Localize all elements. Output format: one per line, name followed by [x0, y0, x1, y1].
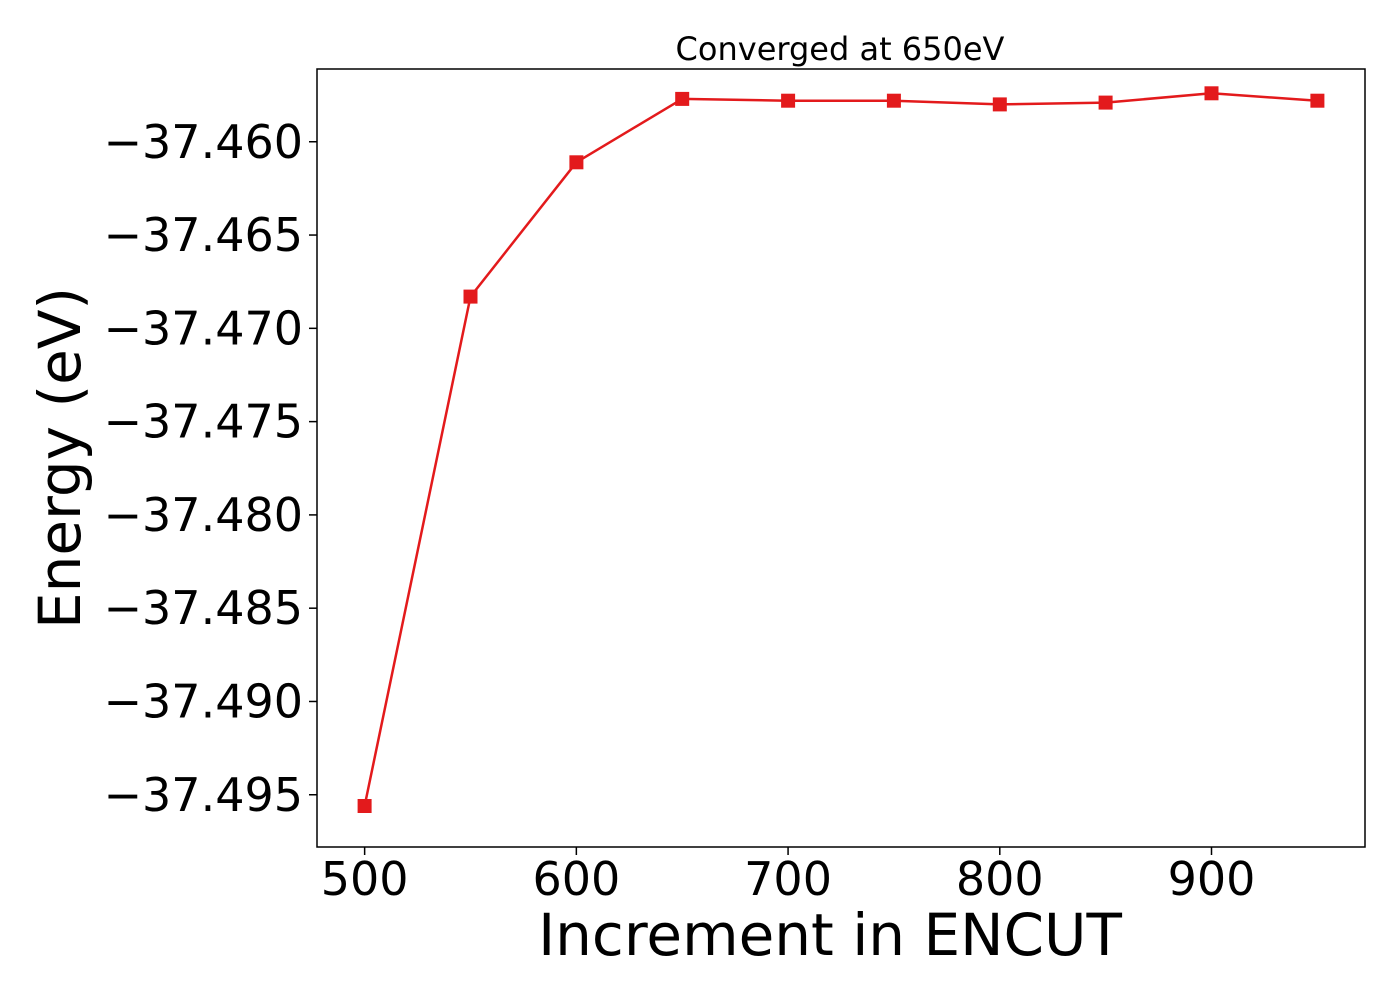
- data-point-marker: [1204, 86, 1219, 101]
- plot-area: 500 600 700 800 900 −37.460−37.465−37.470−37…: [104, 68, 1366, 906]
- data-point-marker: [781, 93, 796, 108]
- y-axis-title: Energy (eV): [26, 287, 94, 629]
- y-tick-label: −37.485: [104, 581, 304, 635]
- x-tick-label: 900: [1168, 852, 1256, 906]
- y-tick-label: −37.490: [104, 674, 304, 728]
- y-tick-label: −37.475: [104, 395, 304, 449]
- x-tick-label: 500: [321, 852, 409, 906]
- x-tick-label: 700: [744, 852, 832, 906]
- data-point-marker: [1310, 93, 1325, 108]
- series-layer: [357, 86, 1325, 813]
- y-tick-label: −37.495: [104, 768, 304, 822]
- data-point-marker: [1098, 95, 1113, 110]
- x-axis-title: Increment in ENCUT: [538, 901, 1122, 969]
- y-tick-label: −37.460: [104, 115, 304, 169]
- data-point-marker: [886, 93, 901, 108]
- y-tick-label: −37.465: [104, 208, 304, 262]
- x-tick-label: 600: [532, 852, 620, 906]
- y-tick-label: −37.470: [104, 301, 304, 355]
- series-line: [363, 92, 1318, 807]
- y-tick-label: −37.480: [104, 488, 304, 542]
- data-point-marker: [675, 91, 690, 106]
- y-axis-ticks: −37.460 −37.465 −37.470 −37.475 −37.480 −37.4…: [104, 115, 317, 822]
- data-point-marker: [463, 289, 478, 304]
- plot-frame: [316, 68, 1366, 848]
- data-point-marker: [357, 799, 372, 813]
- chart-title: Converged at 650eV: [676, 30, 1005, 68]
- data-point-marker: [992, 97, 1007, 112]
- x-tick-label: 800: [956, 852, 1044, 906]
- x-axis-ticks: 500 600 700 800 900: [321, 847, 1256, 906]
- data-point-marker: [569, 155, 584, 170]
